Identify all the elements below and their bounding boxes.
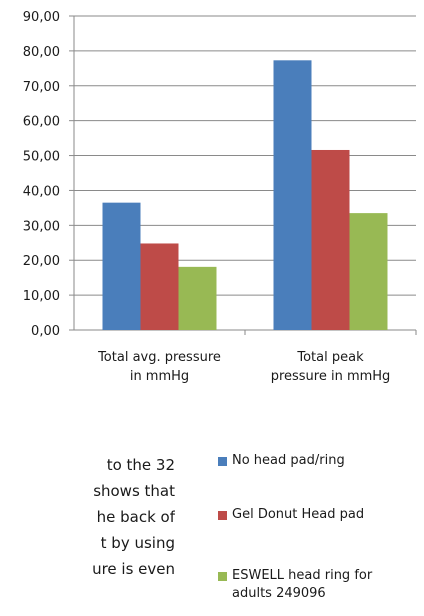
legend-item-gel-donut: Gel Donut Head pad [218,506,364,524]
bar [349,213,388,330]
category-label-line: Total avg. pressure [97,350,221,365]
y-tick-label: 10,00 [23,289,60,304]
body-text-line: ure is even [92,560,175,578]
legend-swatch [218,457,227,466]
category-label-line: Total peak [296,350,364,365]
y-tick-labels: 0,00 10,00 20,00 30,00 40,00 50,00 60,00 70,00 8… [23,10,60,339]
y-tick-label: 20,00 [23,254,60,269]
legend-item-no-head-pad: No head pad/ring [218,452,345,470]
category-label-line: pressure in mmHg [271,369,391,384]
y-tick-label: 60,00 [23,115,60,130]
body-text-line: he back of [96,508,175,526]
y-tick-label: 40,00 [23,184,60,199]
body-text-line: t by using [100,534,175,552]
bar [140,243,179,330]
bar [273,60,312,330]
y-tick-label: 70,00 [23,80,60,95]
bar [102,202,141,330]
category-label: Total peak pressure in mmHg [271,350,391,384]
category-label-line: in mmHg [130,369,189,384]
bar [311,149,350,330]
legend-item-eswell: ESWELL head ring for adults 249096 [218,567,408,603]
y-tick-label: 30,00 [23,219,60,234]
body-text: to the 32 shows that he back of t by usi… [0,452,175,582]
legend-swatch [218,572,227,581]
legend-label: No head pad/ring [232,453,345,468]
legend-swatch [218,511,227,520]
legend-label: Gel Donut Head pad [232,507,365,522]
category-label: Total avg. pressure in mmHg [97,350,221,384]
legend-label: ESWELL head ring for adults 249096 [232,568,373,601]
y-tick-label: 50,00 [23,150,60,165]
y-tick-label: 80,00 [23,45,60,60]
bar [178,266,217,330]
y-tick-label: 0,00 [31,324,60,339]
body-text-line: to the 32 [106,456,175,474]
category-labels: Total avg. pressure in mmHg Total peak pres… [97,350,390,384]
bars [102,60,388,330]
y-tick-label: 90,00 [23,10,60,25]
body-text-line: shows that [93,482,175,500]
